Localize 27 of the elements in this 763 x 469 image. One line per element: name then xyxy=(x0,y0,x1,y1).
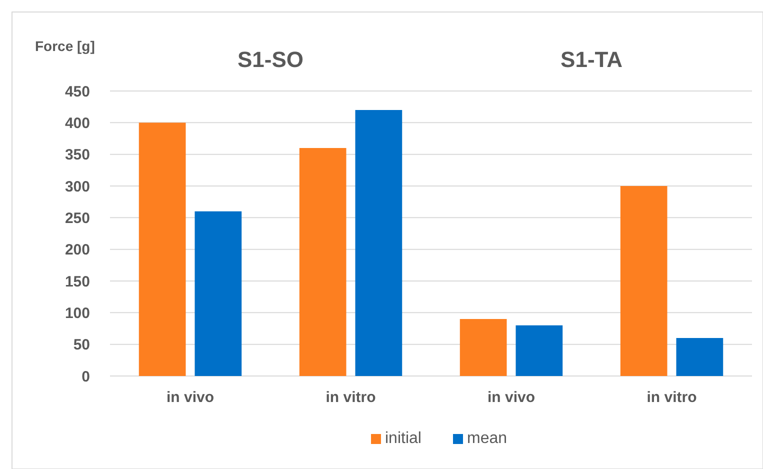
legend-label: initial xyxy=(385,430,422,447)
y-tick-label: 150 xyxy=(64,273,90,290)
y-tick-label: 0 xyxy=(82,368,90,386)
x-tick-label: in vivo xyxy=(166,389,214,406)
bar xyxy=(620,186,668,376)
y-tick-label: 100 xyxy=(64,304,90,322)
y-axis-title: Force [g] xyxy=(35,38,95,54)
y-tick-label: 250 xyxy=(64,210,90,227)
bar xyxy=(299,148,346,376)
legend-label: mean xyxy=(467,430,508,447)
y-tick-label: 300 xyxy=(64,178,90,196)
bar xyxy=(516,325,563,376)
bar xyxy=(194,211,242,376)
x-tick-label: in vitro xyxy=(326,389,376,406)
bar xyxy=(676,338,724,376)
bar xyxy=(355,110,402,376)
x-tick-label: in vivo xyxy=(487,389,536,406)
x-tick-label: in vitro xyxy=(646,389,697,406)
text: S1-SO xyxy=(237,47,304,72)
bar xyxy=(460,319,507,376)
y-tick-label: 350 xyxy=(64,146,90,164)
y-tick-label: 200 xyxy=(64,242,90,259)
y-tick-label: 50 xyxy=(73,336,90,354)
y-tick-label: 450 xyxy=(64,83,90,100)
y-tick-label: 400 xyxy=(64,114,90,132)
text: S1-TA xyxy=(560,47,623,72)
bar xyxy=(138,122,186,376)
